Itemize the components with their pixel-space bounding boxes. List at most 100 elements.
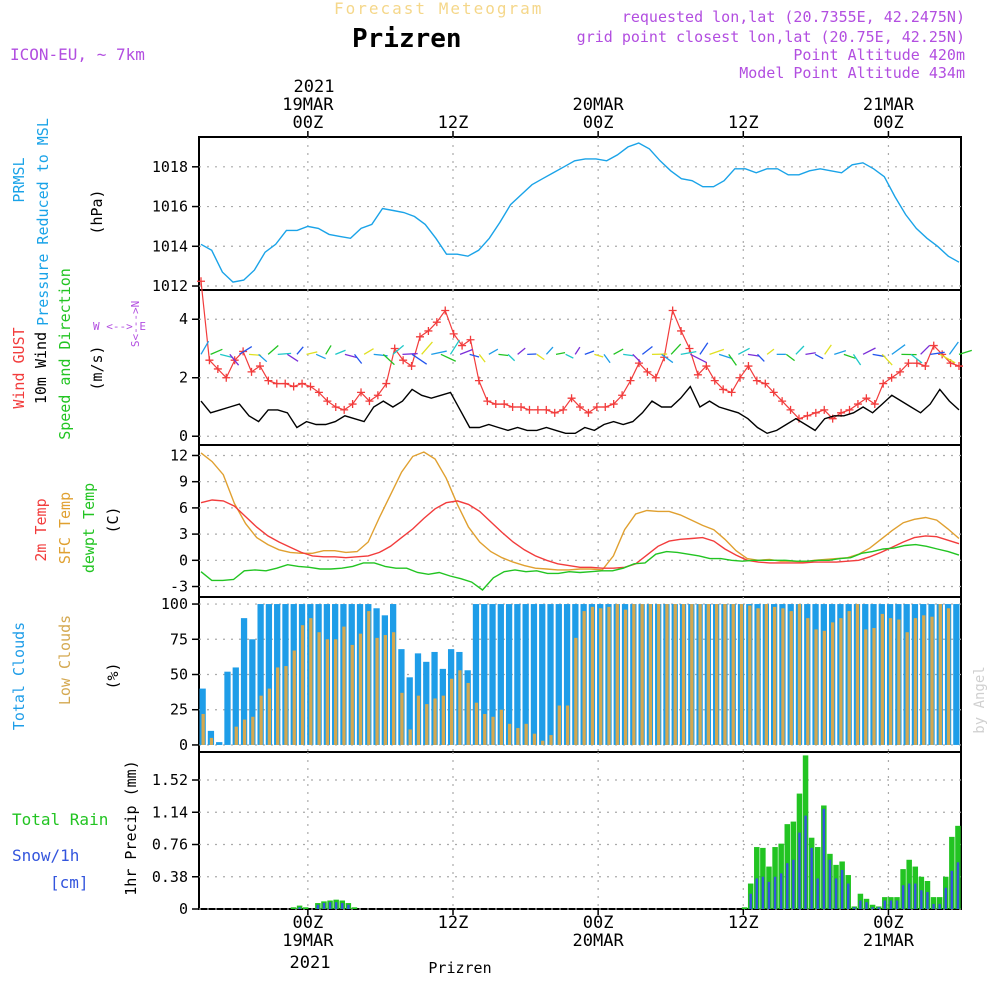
snow-bar [926, 892, 929, 909]
wind-direction-arrow [382, 353, 395, 366]
ytick-label: 50 [170, 666, 188, 684]
snow-bar [889, 900, 893, 909]
total-clouds-bar [522, 604, 529, 745]
low-clouds-bar [416, 695, 421, 745]
snow-bar [828, 859, 832, 909]
wind-direction-arrow [325, 345, 332, 355]
low-clouds-bar [549, 735, 553, 745]
low-clouds-bar [367, 611, 371, 745]
low-clouds-bar [623, 609, 628, 745]
gust-marker [685, 344, 694, 353]
wind-direction-arrow [498, 353, 509, 357]
low-clouds-bar [781, 608, 785, 745]
snow-bar [767, 881, 771, 909]
low-clouds-bar [864, 629, 868, 745]
total-clouds-bar [406, 677, 413, 745]
rain-bar [814, 847, 821, 909]
gust-line [200, 281, 960, 420]
wind-panel-frame [198, 289, 962, 446]
xlabel-top-date: 21MAR [863, 95, 915, 115]
ytick-label: 0.76 [152, 836, 188, 854]
total-clouds-bar [207, 730, 215, 745]
rain-bar [754, 847, 760, 909]
wind-direction-arrow [267, 345, 279, 355]
supertitle: Forecast Meteogram [334, 0, 544, 18]
low-clouds-bar [458, 670, 462, 745]
low-clouds-bar [201, 713, 205, 745]
total-clouds-bar [953, 604, 960, 745]
wind-direction-arrow [785, 353, 795, 362]
wind-direction-arrow [690, 353, 707, 364]
wind-direction-arrow [440, 353, 457, 362]
wind-direction-arrow [843, 353, 856, 359]
snow-bar [822, 808, 826, 909]
gust-marker [348, 400, 357, 409]
compass-we: W <--> E [93, 320, 146, 333]
low-clouds-bar [806, 618, 810, 745]
gust-marker [618, 391, 627, 400]
wind-direction-arrow [738, 347, 750, 355]
wind-direction-arrow [565, 353, 574, 359]
gust-marker [803, 411, 812, 420]
low-clouds-bar [599, 608, 603, 745]
low-clouds-bar [358, 633, 363, 745]
low-clouds-bar [657, 604, 661, 745]
low-clouds-bar [300, 625, 305, 745]
low-clouds-bar [383, 635, 387, 745]
gust-marker [298, 379, 307, 388]
gust-marker [323, 397, 332, 406]
low-clouds-bar [789, 611, 793, 745]
label-c: (C) [104, 506, 122, 533]
gust-marker [693, 370, 702, 379]
low-clouds-bar [839, 618, 843, 745]
wind-direction-arrow [881, 353, 893, 366]
gust-marker [677, 326, 686, 335]
label-wind-gust: Wind GUST [10, 327, 28, 408]
gust-marker [921, 362, 930, 371]
low-clouds-bar [516, 728, 520, 745]
point-altitude: Point Altitude 420m [793, 46, 965, 64]
gust-marker [525, 405, 534, 414]
gust-marker [306, 382, 315, 391]
xlabel-top-hour: 00Z [873, 113, 904, 133]
low-clouds-bar [259, 695, 263, 745]
snow-bar [920, 890, 923, 909]
low-clouds-bar [292, 650, 296, 745]
snow-bar [341, 903, 344, 909]
gust-marker [853, 400, 862, 409]
model-altitude: Model Point Altitude 434m [739, 64, 965, 82]
low-clouds-bar [242, 719, 247, 745]
wind-direction-arrow [239, 346, 253, 355]
total-clouds-bar [555, 604, 562, 745]
xlabel-top-hour: 00Z [292, 113, 323, 133]
wind-direction-arrow [555, 351, 566, 355]
wind-direction-arrow [277, 352, 292, 355]
gust-marker [474, 376, 483, 385]
label-snow: Snow/1h [12, 846, 79, 865]
gust-marker [879, 379, 888, 388]
label-sfc-temp: SFC Temp [56, 492, 74, 564]
gust-marker [508, 402, 517, 411]
xlabel-bottom-date: 21MAR [863, 931, 915, 951]
ytick-label: 12 [170, 446, 188, 464]
snow-bar [749, 893, 752, 909]
gust-marker [609, 400, 618, 409]
wind-direction-arrow [335, 349, 346, 355]
ytick-label: 0 [179, 900, 188, 918]
wind-direction-arrow [459, 348, 473, 355]
gust-marker [399, 356, 408, 365]
low-clouds-bar [640, 604, 644, 745]
snow-bar [895, 900, 899, 909]
snow-bar [816, 878, 819, 909]
wind-direction-arrow [805, 352, 816, 355]
low-clouds-bar [441, 695, 445, 745]
wind-direction-arrow [766, 348, 775, 355]
wind-direction-arrow [584, 350, 595, 355]
snow-bar [847, 883, 850, 909]
wind-direction-arrow [220, 353, 234, 359]
snow-bar [840, 869, 844, 909]
wind-direction-arrow [594, 353, 604, 358]
low-clouds-bar [433, 698, 437, 745]
low-clouds-bar [715, 604, 719, 745]
wind-direction-arrow [718, 353, 733, 360]
